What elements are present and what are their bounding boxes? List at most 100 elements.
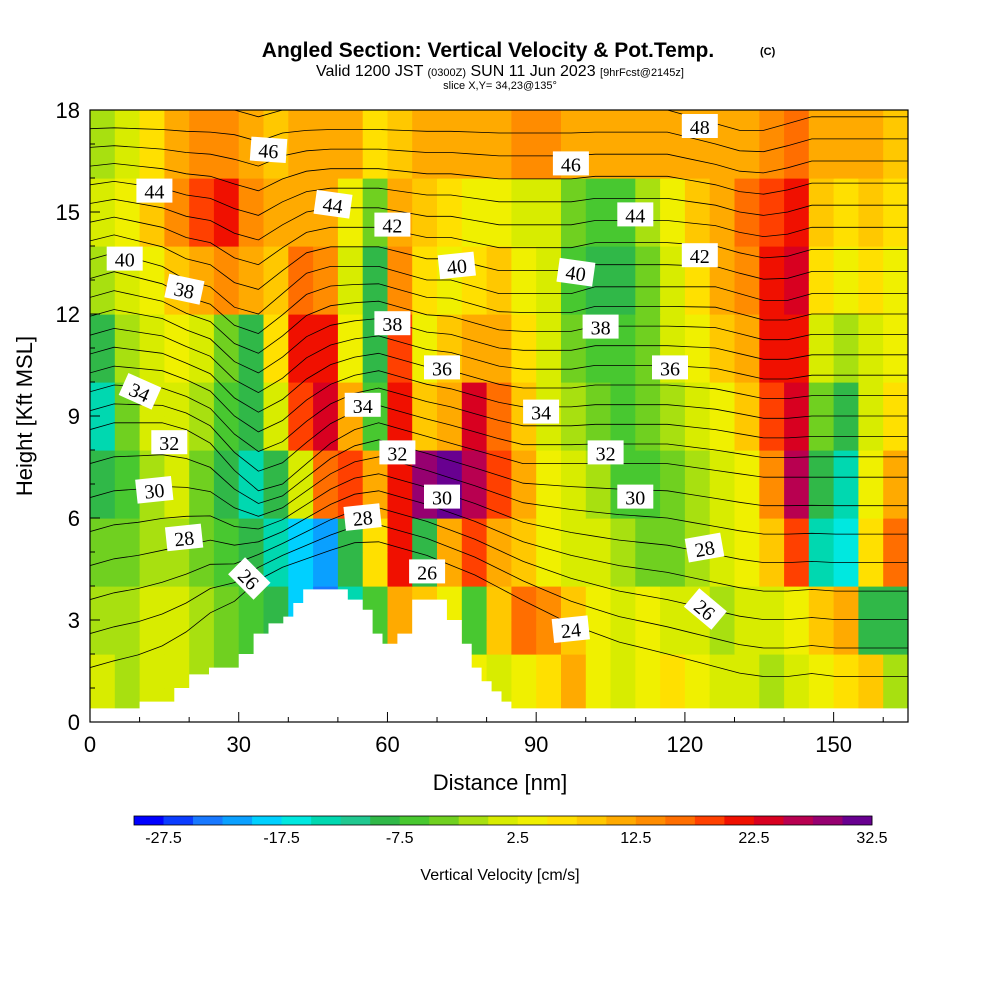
- velocity-cell: [734, 382, 760, 417]
- velocity-cell: [684, 620, 711, 655]
- velocity-cell: [412, 110, 438, 145]
- contour-label-box: [681, 114, 718, 138]
- velocity-cell: [511, 110, 537, 145]
- velocity-cell: [164, 654, 190, 689]
- chart-title: Angled Section: Vertical Velocity & Pot.…: [262, 39, 714, 62]
- velocity-cell: [263, 518, 289, 553]
- x-tick-label: 150: [815, 732, 852, 757]
- velocity-cell: [511, 654, 537, 689]
- velocity-cell: [387, 280, 413, 315]
- velocity-cell: [561, 178, 587, 213]
- contour-label-box: [374, 311, 411, 336]
- velocity-cell: [164, 552, 190, 587]
- colorbar-tick-label: -17.5: [263, 830, 300, 847]
- contour-label-box: [556, 257, 596, 287]
- velocity-cell: [189, 552, 215, 587]
- velocity-cell: [387, 586, 413, 621]
- contour-label-box: [228, 557, 271, 600]
- velocity-cell: [759, 552, 785, 587]
- velocity-cell: [387, 382, 413, 417]
- theta-contour-line: [90, 365, 908, 433]
- theta-contour-line: [90, 110, 908, 131]
- x-tick-label: 0: [84, 732, 96, 757]
- contour-label-box: [684, 532, 725, 563]
- velocity-cell: [114, 450, 141, 485]
- velocity-cell: [833, 212, 859, 247]
- velocity-cell: [164, 314, 190, 349]
- contour-label: 44: [617, 202, 654, 227]
- colorbar-swatch: [222, 816, 253, 825]
- velocity-cell: [337, 552, 364, 587]
- contour-label-text: 28: [173, 527, 195, 551]
- colorbar-swatch: [458, 816, 489, 825]
- velocity-cell: [263, 178, 289, 213]
- velocity-cell: [238, 212, 265, 247]
- contour-label-box: [344, 392, 381, 417]
- velocity-cell: [139, 348, 165, 383]
- theta-contour-line: [90, 309, 908, 374]
- velocity-cell: [536, 348, 562, 383]
- velocity-cell: [189, 382, 215, 417]
- velocity-cell: [561, 110, 587, 145]
- velocity-cell: [808, 654, 835, 689]
- velocity-cell: [858, 620, 884, 655]
- velocity-cell: [288, 178, 314, 213]
- velocity-cell: [734, 552, 760, 587]
- velocity-cell: [585, 382, 612, 417]
- velocity-cell: [263, 586, 289, 621]
- velocity-cell: [536, 484, 562, 519]
- velocity-cell: [833, 484, 859, 519]
- velocity-cell: [660, 110, 686, 145]
- velocity-cell: [164, 110, 190, 145]
- velocity-cell: [238, 484, 265, 519]
- velocity-cell: [858, 518, 884, 553]
- velocity-cell: [784, 552, 810, 587]
- velocity-cell: [709, 654, 736, 689]
- velocity-cell: [784, 586, 810, 621]
- velocity-cell: [114, 620, 141, 655]
- velocity-cell: [660, 246, 686, 281]
- contour-label-text: 40: [115, 250, 135, 272]
- velocity-cell: [808, 280, 835, 315]
- velocity-cell: [362, 348, 389, 383]
- velocity-cell: [437, 280, 463, 315]
- velocity-cell: [313, 246, 339, 281]
- x-tick-label: 30: [226, 732, 250, 757]
- velocity-cell: [784, 314, 810, 349]
- theta-contour-line: [90, 346, 908, 413]
- colorbar-swatch: [547, 816, 578, 825]
- velocity-cell: [759, 484, 785, 519]
- theta-contour-line: [90, 473, 908, 563]
- terrain-silhouette: [90, 589, 908, 722]
- velocity-cell: [784, 620, 810, 655]
- velocity-cell: [486, 450, 512, 485]
- velocity-cell: [461, 484, 488, 519]
- colorbar-swatch: [488, 816, 519, 825]
- velocity-cell: [461, 518, 488, 553]
- velocity-cell: [337, 246, 364, 281]
- velocity-cell: [759, 178, 785, 213]
- contour-label-box: [683, 588, 727, 630]
- velocity-cell: [337, 314, 364, 349]
- velocity-cell: [833, 552, 859, 587]
- velocity-cell: [610, 246, 636, 281]
- velocity-cell: [784, 450, 810, 485]
- velocity-cell: [709, 212, 736, 247]
- velocity-cell: [709, 348, 736, 383]
- colorbar-swatch: [753, 816, 784, 825]
- velocity-cell: [213, 586, 240, 621]
- contour-label: 48: [681, 114, 718, 139]
- velocity-cell: [387, 484, 413, 519]
- velocity-cell: [883, 586, 908, 621]
- velocity-cell: [337, 450, 364, 485]
- velocity-cell: [362, 552, 389, 587]
- velocity-cell: [461, 144, 488, 179]
- velocity-cell: [561, 212, 587, 247]
- velocity-cell: [561, 484, 587, 519]
- velocity-cell: [858, 552, 884, 587]
- contour-label-box: [523, 399, 560, 424]
- colorbar-tick-label: 12.5: [620, 830, 651, 847]
- velocity-cell: [734, 654, 760, 689]
- x-tick-label: 120: [667, 732, 704, 757]
- velocity-cell: [437, 450, 463, 485]
